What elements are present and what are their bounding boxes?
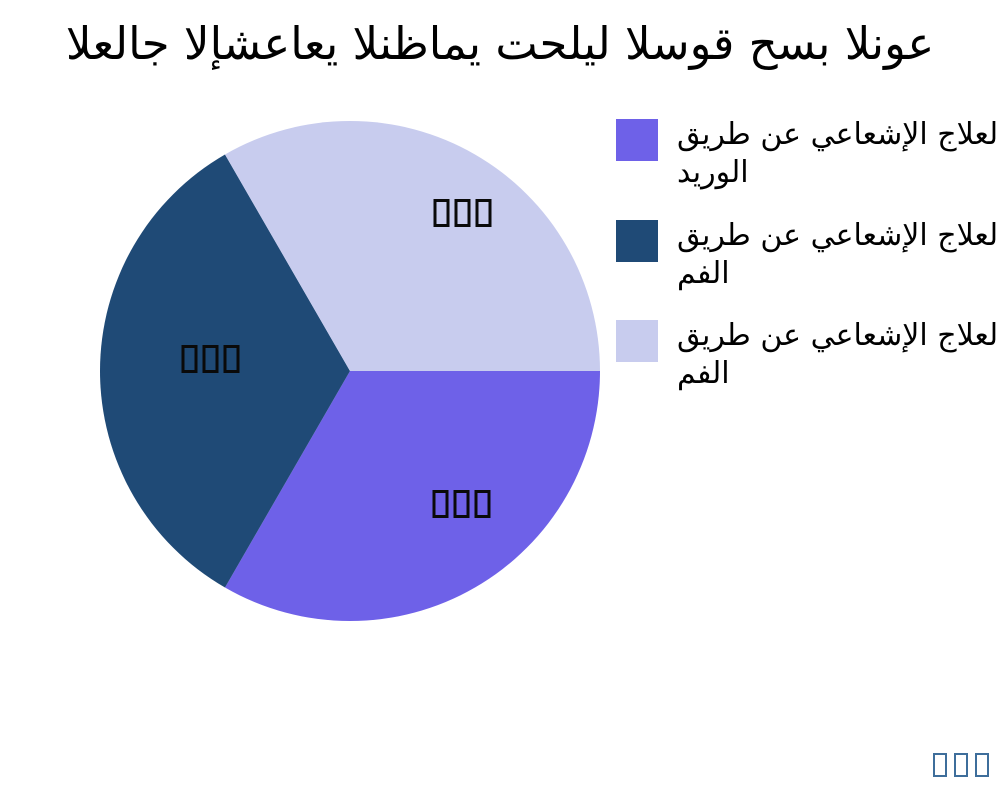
slice-value-label-oral-2 (431, 199, 494, 227)
legend-swatch-darkblue (616, 220, 658, 262)
legend-label-line2: الفم (677, 356, 730, 391)
legend-label-line1: العلاج الإشعاعي عن طريق (677, 218, 1000, 253)
slice-value-label-iv (430, 490, 493, 518)
legend-label-line1: العلاج الإشعاعي عن طريق (677, 117, 1000, 152)
legend-item-oral-radiotherapy: العلاج الإشعاعي عن طريق الفم (616, 217, 1000, 293)
legend-item-iv-radiotherapy: العلاج الإشعاعي عن طريق الوريد (616, 116, 1000, 192)
slice-value-label-oral (179, 345, 242, 373)
legend-item-oral-radiotherapy-2: العلاج الإشعاعي عن طريق الفم (616, 317, 1000, 393)
legend-label: العلاج الإشعاعي عن طريق الفم (677, 217, 1000, 293)
chart-title: العلاج الإشعاعي النظامي تحليل السوق حسب … (65, 17, 935, 70)
legend-label-line1: العلاج الإشعاعي عن طريق (677, 318, 1000, 353)
legend-label: العلاج الإشعاعي عن طريق الوريد (677, 116, 1000, 192)
watermark-text (929, 753, 992, 777)
legend-swatch-lavender (616, 320, 658, 362)
pie-slice-oral-radiotherapy-2 (225, 121, 600, 372)
legend-label-line2: الوريد (677, 155, 749, 190)
legend-swatch-purple (616, 119, 658, 161)
pie-chart (100, 121, 600, 621)
legend-label-line2: الفم (677, 256, 730, 291)
legend-label: العلاج الإشعاعي عن طريق الفم (677, 317, 1000, 393)
pie-slice-iv-radiotherapy (225, 371, 600, 621)
